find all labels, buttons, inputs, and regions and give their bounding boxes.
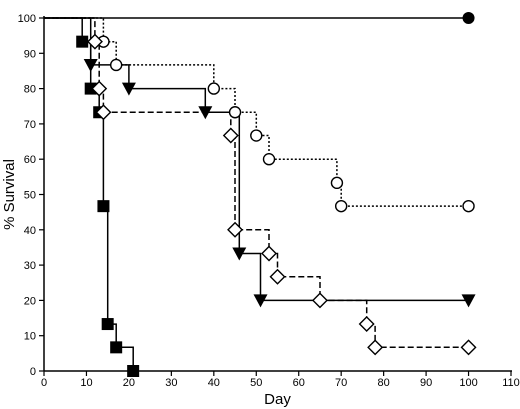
data-point-open-diamond [91,80,108,97]
axes [43,16,512,372]
x-tick-label: 90 [420,377,432,389]
data-point-open-circle [334,199,348,213]
data-point-open-diamond [261,245,277,262]
y-tick-label: 10 [24,331,36,343]
y-tick-label: 0 [30,366,36,378]
series-line-filled-triangle-down [44,17,469,302]
x-tick-label: 80 [378,377,390,389]
x-tick-label: 10 [80,377,92,389]
data-point-open-circle [462,199,475,213]
series-line-filled-square [44,17,134,371]
data-point-filled-triangle-down [232,247,247,261]
x-tick-label: 50 [250,377,262,389]
data-point-open-diamond [311,292,328,309]
ticks: 0 10 20 30 40 50 60 70 80 90 100 110 0 10 20 30 40 50 60 70… [18,13,520,389]
data-point-filled-square [101,318,114,331]
data-point-filled-square [97,200,110,213]
data-point-open-diamond [358,316,375,333]
y-tick-label: 30 [24,260,36,272]
data-point-open-diamond [367,339,384,356]
y-axis-title: % Survival [1,159,18,230]
data-point-open-diamond [222,127,239,144]
data-point-open-circle [109,58,123,72]
data-point-filled-triangle-down [461,294,476,308]
y-tick-label: 60 [24,154,36,166]
data-point-filled-square [110,341,123,354]
y-tick-label: 50 [24,190,36,202]
data-point-filled-square [127,365,140,377]
data-point-filled-triangle-down [83,58,98,72]
data-point-open-circle [330,176,344,190]
x-tick-label: 110 [502,377,520,389]
x-axis-title: Day [264,391,291,408]
data-point-open-diamond [460,339,477,356]
data-point-open-diamond [269,268,286,285]
data-point-filled-circle [462,12,475,24]
data-point-open-circle [207,82,221,95]
y-tick-label: 100 [18,13,36,25]
x-tick-label: 20 [123,377,135,389]
series-group [44,12,477,377]
y-tick-label: 40 [24,225,36,237]
series-line-open-diamond [44,17,469,349]
data-point-open-circle [228,106,242,119]
x-tick-label: 60 [293,377,305,389]
data-point-filled-triangle-down [253,294,268,308]
y-tick-label: 70 [24,119,36,131]
data-point-open-circle [250,129,263,142]
data-point-filled-triangle-down [198,106,213,120]
data-point-open-circle [262,152,276,166]
data-point-filled-triangle-down [121,82,136,96]
y-tick-label: 20 [24,295,36,307]
data-point-open-diamond [95,104,112,121]
data-point-filled-square [76,35,89,48]
data-point-filled-square [84,82,97,95]
x-tick-label: 40 [208,377,220,389]
data-point-open-diamond [227,221,244,238]
y-tick-label: 90 [24,48,36,60]
x-tick-label: 0 [41,377,47,389]
x-tick-label: 70 [335,377,347,389]
x-tick-label: 30 [165,377,177,389]
y-tick-label: 80 [24,84,36,96]
x-tick-label: 100 [459,377,477,389]
data-point-open-diamond [86,33,103,50]
